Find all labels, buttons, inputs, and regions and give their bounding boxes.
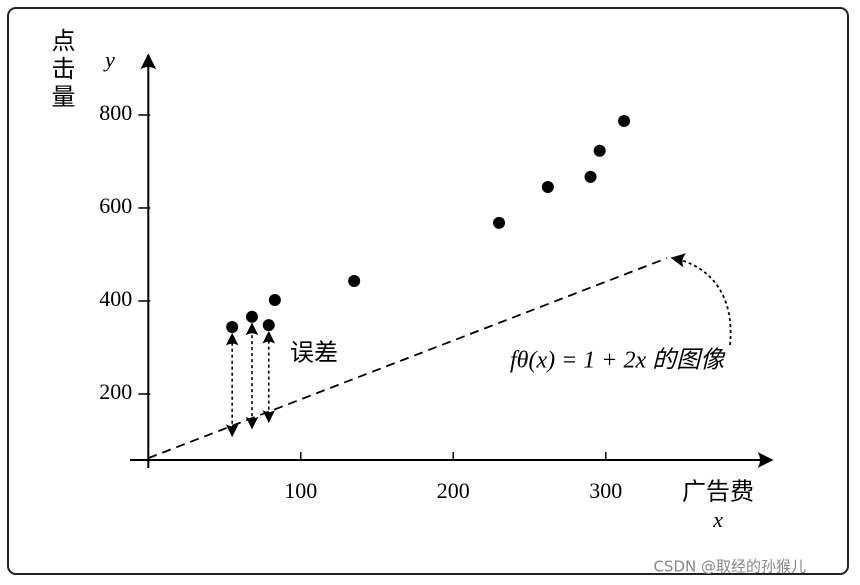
point — [593, 144, 606, 157]
y-tick-label: 600 — [99, 193, 132, 218]
x-axis-symbol: x — [712, 507, 723, 532]
x-tick-label: 100 — [284, 478, 317, 503]
point — [268, 294, 281, 307]
point — [618, 115, 631, 128]
point — [348, 274, 361, 287]
y-tick-label: 400 — [99, 286, 132, 311]
watermark: CSDN @取经的孙猴儿 — [653, 558, 806, 576]
point — [262, 319, 275, 332]
y-tick-label: 800 — [99, 100, 132, 125]
x-tick-label: 300 — [589, 478, 622, 503]
point — [541, 181, 554, 194]
point — [226, 321, 239, 334]
y-tick-label: 200 — [99, 379, 132, 404]
point — [584, 170, 597, 183]
frame — [7, 7, 849, 575]
point — [245, 310, 258, 323]
x-tick-label: 200 — [437, 478, 470, 503]
line-annotation: fθ(x) = 1 + 2x 的图像 — [510, 347, 726, 374]
point — [493, 216, 506, 229]
annotation-arrow — [670, 253, 732, 346]
error-annotation: 误差 — [290, 340, 338, 367]
y-axis-symbol: y — [103, 47, 115, 72]
y-axis-label: 点击量 — [47, 28, 74, 112]
x-axis-label: 广告费 — [682, 479, 754, 506]
